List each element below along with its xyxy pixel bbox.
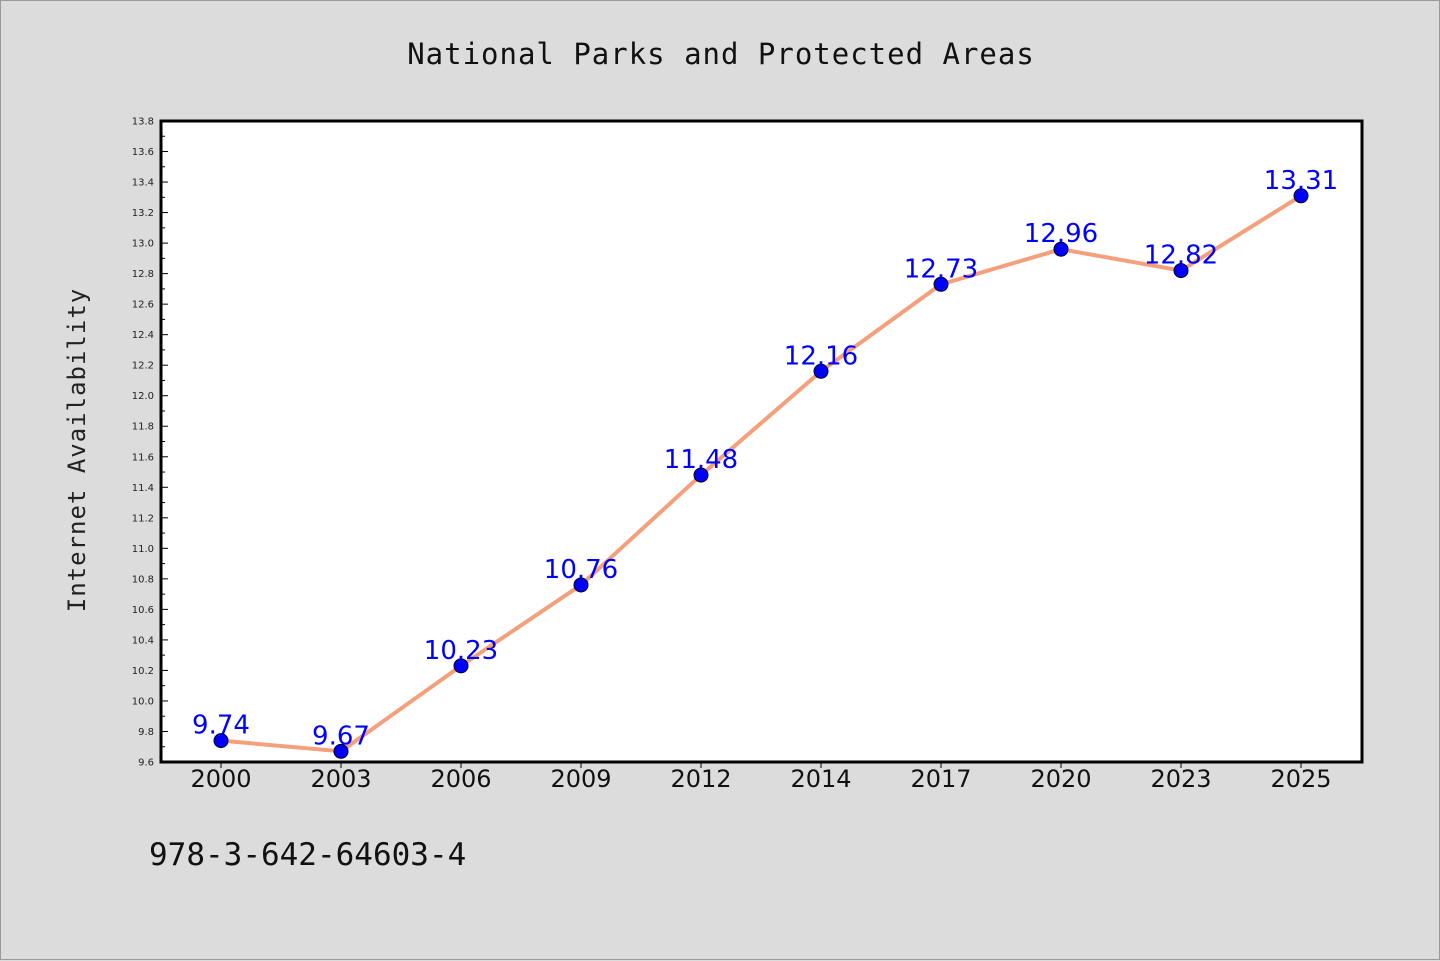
y-tick-label: 13.4 (132, 178, 154, 189)
y-tick-label: 9.6 (138, 758, 154, 769)
chart-title: National Parks and Protected Areas (407, 37, 1035, 71)
data-label: 10.76 (544, 555, 618, 585)
data-point (213, 733, 229, 749)
y-tick-label: 10.8 (132, 574, 154, 585)
y-tick-label: 9.8 (138, 727, 154, 738)
data-point (693, 467, 709, 483)
x-tick-label: 2017 (910, 765, 971, 793)
plot-area (159, 119, 1364, 764)
y-tick-label: 12.6 (132, 300, 154, 311)
data-label: 11.48 (664, 445, 738, 475)
data-label: 13.31 (1264, 166, 1338, 196)
y-tick-label: 12.2 (132, 361, 154, 372)
x-tick-label: 2014 (790, 765, 851, 793)
data-point (453, 658, 469, 674)
data-point (573, 577, 589, 593)
isbn-annotation: 978-3-642-64603-4 (149, 837, 466, 873)
data-point (1173, 263, 1189, 279)
y-tick-label: 12.4 (132, 330, 154, 341)
y-tick-label: 10.4 (132, 635, 154, 646)
x-tick-label: 2003 (310, 765, 371, 793)
x-tick-label: 2020 (1030, 765, 1091, 793)
y-tick-label: 10.0 (132, 696, 154, 707)
x-tick-label: 2009 (550, 765, 611, 793)
y-tick-label: 13.6 (132, 147, 154, 158)
x-axis-ticks: 2000 2003 2006 2009 2012 2014 2017 2020 2023 2025 (190, 762, 1332, 793)
data-label: 12.82 (1144, 241, 1218, 271)
y-axis-label: Internet Availability (63, 288, 91, 612)
data-label: 12.73 (904, 254, 978, 284)
y-axis-ticks: 9.6 9.8 10.0 10.2 10.4 10.6 10.8 11.0 11.2 11.4 11… (132, 117, 168, 769)
y-tick-label: 11.0 (132, 544, 154, 555)
x-tick-label: 2012 (670, 765, 731, 793)
y-tick-label: 11.6 (132, 452, 154, 463)
data-point (1293, 188, 1309, 204)
y-tick-label: 12.0 (132, 391, 154, 402)
y-tick-label: 11.8 (132, 422, 154, 433)
data-point (333, 743, 349, 759)
y-tick-label: 13.8 (132, 117, 154, 128)
data-label: 9.67 (312, 721, 370, 751)
data-label: 10.23 (424, 636, 498, 666)
x-tick-label: 2023 (1150, 765, 1211, 793)
y-tick-label: 11.2 (132, 513, 154, 524)
x-tick-label: 2000 (190, 765, 251, 793)
x-tick-label: 2006 (430, 765, 491, 793)
y-tick-label: 13.0 (132, 239, 154, 250)
data-label: 9.74 (192, 711, 250, 741)
data-label: 12.16 (784, 341, 858, 371)
x-tick-label: 2025 (1270, 765, 1331, 793)
y-tick-label: 12.8 (132, 269, 154, 280)
y-tick-label: 13.2 (132, 208, 154, 219)
y-tick-label: 10.6 (132, 605, 154, 616)
y-tick-label: 11.4 (132, 483, 154, 494)
data-point (933, 276, 949, 292)
data-point (813, 363, 829, 379)
data-label: 12.96 (1024, 219, 1098, 249)
y-tick-label: 10.2 (132, 666, 154, 677)
data-point (1053, 241, 1069, 257)
series-layer: 9.74 9.67 10.23 10.76 11.48 12.16 12.73 12.96 12… (192, 166, 1338, 759)
series-line (219, 193, 1303, 754)
